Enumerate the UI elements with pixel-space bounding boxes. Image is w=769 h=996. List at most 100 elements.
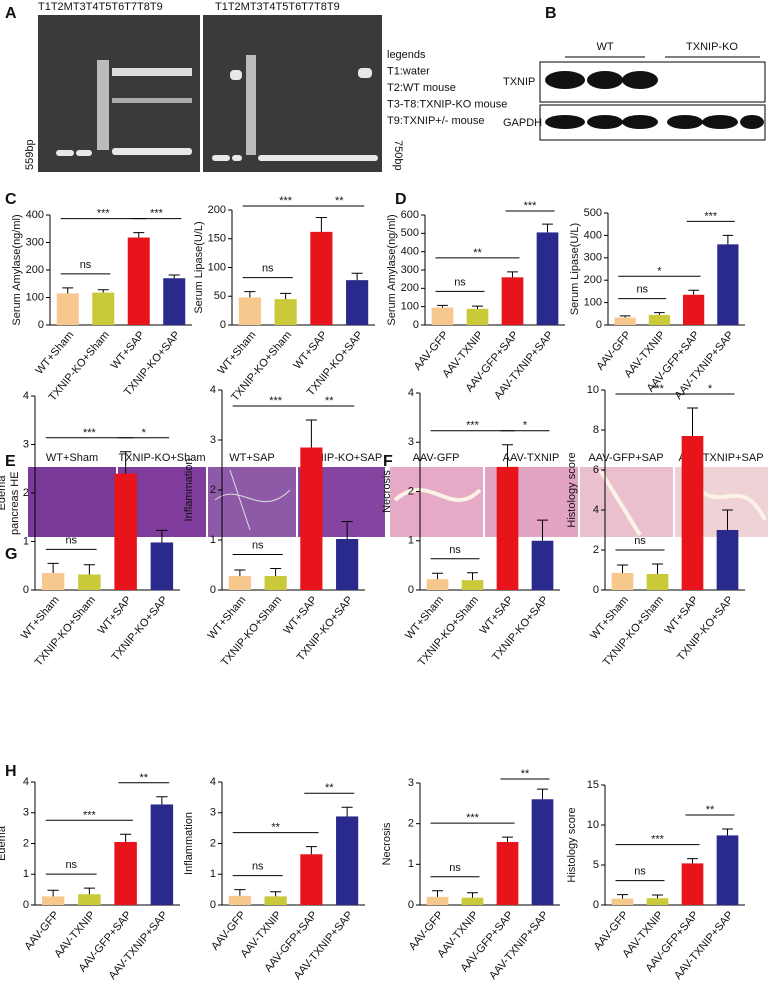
- x-tick-label: TXNIP-KO+Sham: [416, 594, 481, 668]
- y-axis-label: Serum Lipase(U/L): [193, 221, 205, 313]
- bar: [646, 898, 669, 905]
- error-bar: [270, 568, 282, 576]
- y-tick-label: 150: [208, 233, 226, 245]
- bar: [150, 542, 174, 590]
- y-tick-label: 0: [210, 899, 216, 911]
- gel-right: [203, 15, 382, 172]
- bar: [300, 854, 323, 905]
- significance-label: ns: [634, 866, 646, 878]
- error-bar: [652, 894, 663, 899]
- significance-label: ***: [269, 395, 283, 407]
- y-axis-label: Inflammation: [183, 459, 195, 522]
- error-bar: [502, 444, 513, 467]
- y-tick-label: 600: [401, 209, 419, 221]
- side-label: pancreas HE: [9, 471, 21, 535]
- image-label: TXNIP-KO+Sham: [118, 452, 205, 464]
- error-bar: [617, 894, 628, 899]
- y-tick-label: 10: [587, 384, 599, 396]
- y-tick-label: 5: [593, 859, 599, 871]
- bar: [114, 841, 137, 905]
- bar: [150, 804, 174, 905]
- bar: [228, 895, 251, 905]
- error-bar: [467, 572, 478, 581]
- blot-bands: [545, 71, 764, 129]
- y-tick-label: 100: [208, 261, 226, 273]
- error-bar: [654, 312, 665, 315]
- error-bar: [280, 292, 292, 300]
- error-bar: [687, 407, 698, 436]
- panel-label: B: [545, 5, 557, 22]
- y-tick-label: 4: [23, 390, 29, 402]
- y-tick-label: 3: [210, 807, 216, 819]
- significance-label: ns: [634, 535, 646, 547]
- significance-label: ns: [65, 534, 77, 546]
- significance-label: *: [142, 427, 147, 439]
- y-tick-label: 3: [210, 434, 216, 446]
- y-axis-label: Serum Amylase(ng/ml): [11, 214, 23, 325]
- bar: [431, 307, 454, 325]
- histology-e: [28, 467, 385, 537]
- error-bar: [351, 272, 363, 281]
- y-tick-label: 4: [210, 776, 216, 788]
- significance-label: **: [473, 247, 482, 259]
- significance-label: ***: [524, 200, 538, 212]
- y-tick-label: 0: [596, 319, 602, 331]
- error-bar: [270, 891, 282, 897]
- y-axis-label: Serum Amylase(ng/ml): [386, 214, 398, 325]
- error-bar: [472, 305, 483, 309]
- error-bar: [722, 234, 734, 245]
- y-tick-label: 4: [210, 384, 216, 396]
- y-tick-label: 200: [584, 274, 602, 286]
- bar: [496, 841, 519, 905]
- bar: [466, 308, 489, 325]
- y-tick-label: 2: [593, 544, 599, 556]
- y-axis-label: Edema: [0, 825, 8, 861]
- y-tick-label: 1: [23, 535, 29, 547]
- bar: [310, 231, 333, 325]
- bar: [78, 574, 101, 590]
- bar: [716, 530, 739, 590]
- bar: [681, 863, 704, 905]
- y-tick-label: 1: [23, 868, 29, 880]
- bar: [127, 237, 150, 325]
- bar: [264, 896, 287, 905]
- significance-label: **: [139, 772, 148, 784]
- significance-label: ***: [466, 812, 480, 824]
- bar: [681, 436, 704, 590]
- y-tick-label: 0: [593, 899, 599, 911]
- error-bar: [542, 223, 553, 233]
- bar: [41, 896, 65, 905]
- legend-line: legends: [387, 49, 426, 61]
- y-tick-label: 0: [23, 899, 29, 911]
- group-label: WT: [596, 41, 613, 53]
- y-tick-label: 2: [210, 484, 216, 496]
- y-axis-label: Necrosis: [381, 822, 393, 865]
- bar: [426, 579, 449, 590]
- bar: [648, 314, 670, 325]
- y-tick-label: 1: [408, 858, 414, 870]
- error-bar: [687, 858, 698, 864]
- legend-line: T2:WT mouse: [387, 82, 456, 94]
- significance-label: ns: [636, 284, 648, 296]
- significance-label: ***: [466, 420, 480, 432]
- error-bar: [437, 304, 448, 308]
- bar: [56, 293, 79, 325]
- significance-label: *: [657, 265, 662, 277]
- significance-label: ns: [449, 544, 461, 556]
- panel-label: D: [395, 191, 407, 208]
- error-bar: [537, 519, 548, 541]
- bar: [78, 894, 101, 905]
- image-label: AAV-TXNIP: [503, 452, 560, 464]
- y-tick-label: 400: [401, 246, 419, 258]
- bar: [531, 799, 554, 905]
- y-axis-label: Histology score: [566, 807, 578, 882]
- y-tick-label: 0: [23, 584, 29, 596]
- error-bar: [47, 889, 59, 897]
- bar: [611, 573, 634, 590]
- bar: [611, 898, 634, 905]
- panel-label: G: [5, 546, 17, 563]
- y-tick-label: 300: [401, 264, 419, 276]
- bar: [92, 292, 115, 325]
- y-tick-label: 200: [401, 282, 419, 294]
